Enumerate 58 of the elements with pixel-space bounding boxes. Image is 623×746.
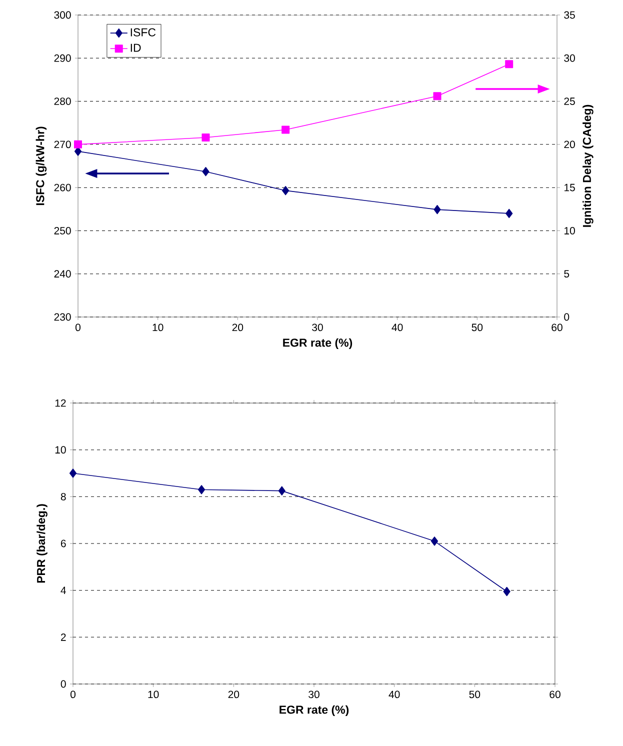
x-tick-label: 50 xyxy=(472,324,483,332)
point xyxy=(503,586,510,596)
point xyxy=(433,92,442,100)
x-tick-label: 0 xyxy=(75,324,81,332)
point xyxy=(278,486,286,496)
point xyxy=(202,167,210,176)
y-tick-label: 0 xyxy=(60,680,66,688)
x-tick-label: 30 xyxy=(308,690,320,698)
y-tick-label: 300 xyxy=(54,11,71,19)
x-tick-label: 20 xyxy=(232,324,244,332)
point xyxy=(282,126,290,134)
y-tick-label: 6 xyxy=(60,540,66,548)
y-axis-title: ISFC (g/kW-hr) xyxy=(36,126,47,206)
x-axis-title: EGR rate (%) xyxy=(283,338,352,350)
x-tick-label: 20 xyxy=(228,690,240,698)
y-tick-label: 10 xyxy=(55,446,66,454)
legend-label: ID xyxy=(130,44,141,52)
point xyxy=(434,204,441,214)
y2-tick-label: 15 xyxy=(564,184,575,192)
y-tick-label: 240 xyxy=(54,270,71,278)
point xyxy=(430,536,438,546)
y2-tick-label: 25 xyxy=(564,98,575,105)
point xyxy=(202,134,210,142)
y-tick-label: 12 xyxy=(55,399,66,407)
y2-tick-label: 35 xyxy=(564,11,575,19)
y-tick-label: 4 xyxy=(60,586,66,594)
point xyxy=(69,468,77,478)
y-tick-label: 230 xyxy=(54,313,71,321)
y-tick-label: 280 xyxy=(54,98,71,105)
y-tick-label: 260 xyxy=(54,184,71,192)
y-tick-label: 2 xyxy=(60,634,66,641)
legend-label: ISFC xyxy=(130,28,156,36)
x-tick-label: 30 xyxy=(312,324,323,332)
y2-tick-label: 20 xyxy=(564,140,575,148)
x-tick-label: 40 xyxy=(392,324,403,332)
x-tick-label: 10 xyxy=(148,690,159,698)
y-axis-title: PRR (bar/deg.) xyxy=(36,504,48,583)
x-tick-label: 10 xyxy=(152,324,164,332)
y2-tick-label: 0 xyxy=(564,313,570,321)
x-tick-label: 60 xyxy=(552,324,562,332)
x-tick-label: 50 xyxy=(469,690,480,698)
y2-tick-label: 30 xyxy=(564,54,575,62)
point xyxy=(198,485,206,494)
y-tick-label: 250 xyxy=(54,226,71,234)
x-tick-label: 0 xyxy=(70,690,76,698)
y-tick-label: 270 xyxy=(54,140,71,148)
y-tick-label: 290 xyxy=(54,54,71,62)
x-tick-label: 60 xyxy=(550,690,560,698)
point xyxy=(74,140,82,148)
point xyxy=(505,60,514,68)
y2-axis-title: Ignition Delay (CAdeg) xyxy=(582,104,594,227)
point xyxy=(506,208,513,218)
y-tick-label: 8 xyxy=(60,492,66,500)
point xyxy=(282,186,290,196)
x-tick-label: 40 xyxy=(388,690,400,698)
y2-tick-label: 10 xyxy=(564,226,575,234)
x-axis-title: EGR rate (%) xyxy=(280,705,349,716)
y2-tick-label: 5 xyxy=(564,270,570,278)
